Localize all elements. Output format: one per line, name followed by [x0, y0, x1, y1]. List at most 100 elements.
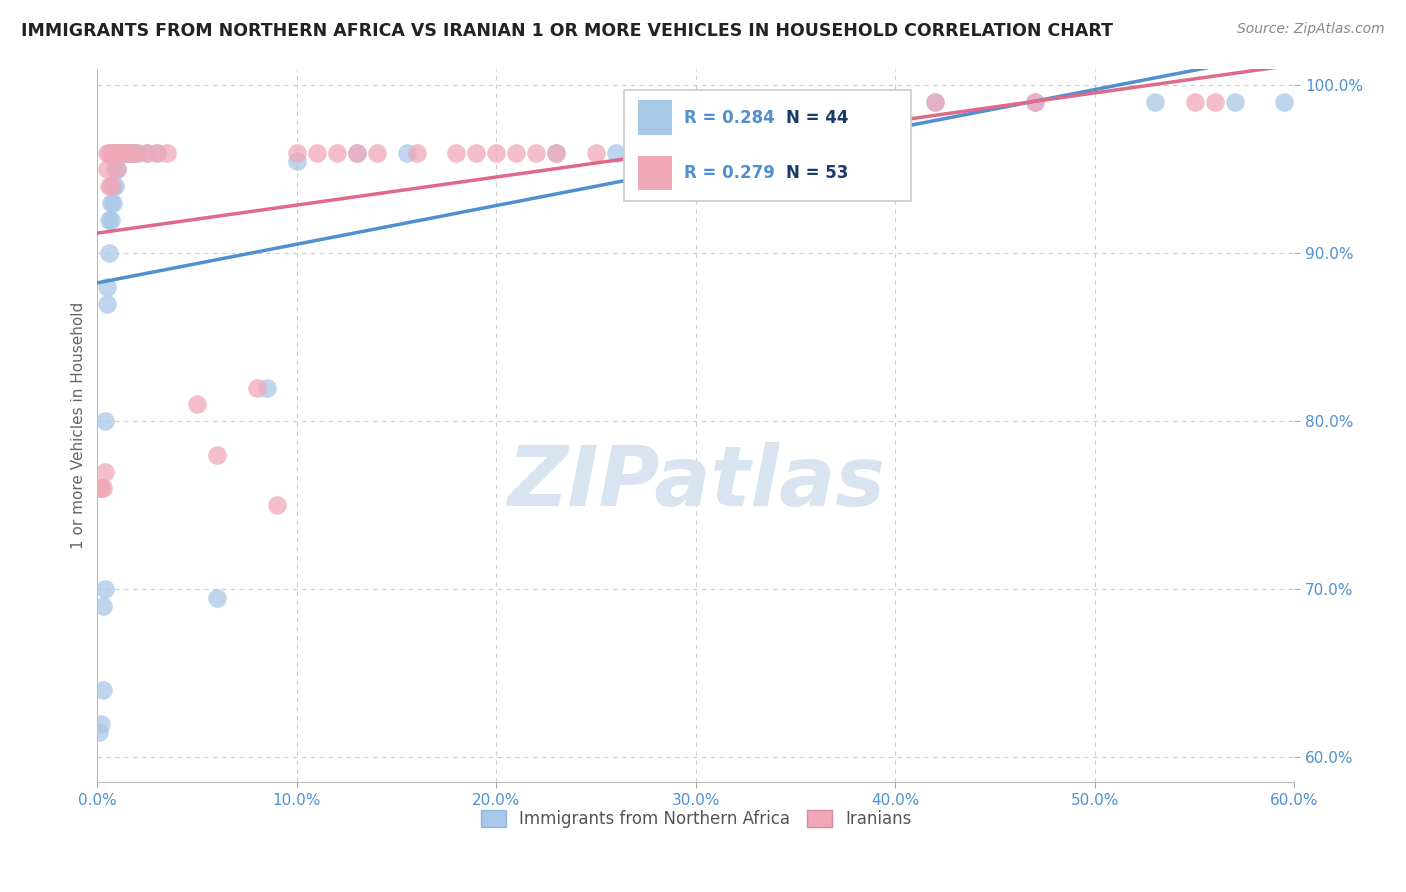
Point — [605, 145, 627, 160]
Point — [104, 179, 127, 194]
Point — [91, 599, 114, 613]
Point — [96, 296, 118, 310]
Point — [546, 145, 568, 160]
Point — [405, 145, 427, 160]
Bar — [638, 156, 672, 190]
Point — [824, 112, 846, 126]
Point — [524, 145, 547, 160]
Y-axis label: 1 or more Vehicles in Household: 1 or more Vehicles in Household — [72, 301, 86, 549]
Point — [485, 145, 508, 160]
Point — [118, 145, 141, 160]
Point — [285, 145, 308, 160]
Text: N = 53: N = 53 — [786, 164, 848, 182]
Point — [1274, 95, 1296, 109]
Point — [100, 145, 122, 160]
Point — [122, 145, 145, 160]
Point — [94, 414, 117, 428]
Point — [346, 145, 368, 160]
Point — [105, 145, 128, 160]
Point — [186, 397, 208, 411]
Point — [120, 145, 142, 160]
Point — [105, 145, 128, 160]
Point — [96, 145, 118, 160]
Bar — [624, 90, 911, 201]
Point — [446, 145, 468, 160]
Text: IMMIGRANTS FROM NORTHERN AFRICA VS IRANIAN 1 OR MORE VEHICLES IN HOUSEHOLD CORRE: IMMIGRANTS FROM NORTHERN AFRICA VS IRANI… — [21, 22, 1114, 40]
Point — [1223, 95, 1246, 109]
Point — [105, 162, 128, 177]
Point — [924, 95, 946, 109]
Point — [127, 145, 149, 160]
Point — [117, 145, 139, 160]
Point — [103, 145, 125, 160]
Point — [90, 482, 112, 496]
Point — [89, 482, 111, 496]
Point — [246, 381, 269, 395]
Point — [724, 145, 747, 160]
Point — [96, 162, 118, 177]
Point — [94, 582, 117, 597]
Point — [98, 246, 121, 260]
Legend: Immigrants from Northern Africa, Iranians: Immigrants from Northern Africa, Iranian… — [474, 803, 918, 835]
Point — [156, 145, 179, 160]
Point — [114, 145, 136, 160]
Point — [110, 145, 132, 160]
Point — [765, 145, 787, 160]
Point — [112, 145, 135, 160]
Point — [136, 145, 159, 160]
Point — [205, 591, 228, 605]
Point — [136, 145, 159, 160]
Point — [117, 145, 139, 160]
Point — [465, 145, 488, 160]
Point — [110, 145, 132, 160]
Point — [395, 145, 418, 160]
Point — [704, 145, 727, 160]
Text: Source: ZipAtlas.com: Source: ZipAtlas.com — [1237, 22, 1385, 37]
Point — [366, 145, 388, 160]
Point — [100, 179, 122, 194]
Point — [884, 95, 907, 109]
Point — [98, 179, 121, 194]
Point — [112, 145, 135, 160]
Point — [205, 448, 228, 462]
Point — [118, 145, 141, 160]
Point — [127, 145, 149, 160]
Point — [105, 162, 128, 177]
Point — [844, 95, 866, 109]
Text: R = 0.279: R = 0.279 — [683, 164, 775, 182]
Point — [89, 725, 111, 739]
Point — [1024, 95, 1046, 109]
Point — [1143, 95, 1166, 109]
Point — [585, 145, 607, 160]
Point — [122, 145, 145, 160]
Point — [104, 162, 127, 177]
Point — [103, 145, 125, 160]
Point — [266, 498, 288, 512]
Point — [103, 195, 125, 210]
Point — [645, 145, 668, 160]
Point — [546, 145, 568, 160]
Point — [91, 482, 114, 496]
Point — [305, 145, 328, 160]
Text: N = 44: N = 44 — [786, 109, 848, 127]
Point — [96, 280, 118, 294]
Point — [90, 716, 112, 731]
Point — [108, 145, 131, 160]
Point — [98, 145, 121, 160]
Point — [108, 145, 131, 160]
Point — [100, 195, 122, 210]
Point — [256, 381, 278, 395]
Point — [146, 145, 169, 160]
Point — [346, 145, 368, 160]
Bar — [638, 101, 672, 135]
Point — [108, 145, 131, 160]
Point — [285, 153, 308, 168]
Point — [924, 95, 946, 109]
Point — [91, 683, 114, 698]
Point — [94, 465, 117, 479]
Point — [100, 212, 122, 227]
Point — [98, 212, 121, 227]
Point — [704, 145, 727, 160]
Point — [844, 112, 866, 126]
Point — [104, 145, 127, 160]
